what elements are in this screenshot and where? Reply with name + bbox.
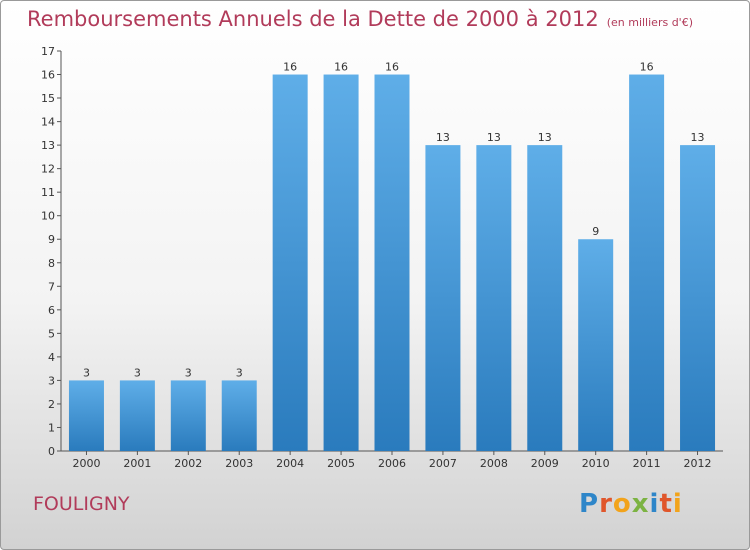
x-tick-label: 2000 <box>72 457 100 470</box>
bar <box>425 145 461 451</box>
logo-letter: t <box>659 489 673 519</box>
data-label: 16 <box>334 61 348 74</box>
y-tick-label: 4 <box>48 351 55 364</box>
bar <box>221 380 257 451</box>
logo-letter: i <box>672 489 683 519</box>
commune-name: FOULIGNY <box>33 493 130 515</box>
data-label: 13 <box>691 131 705 144</box>
y-tick-label: 10 <box>41 210 55 223</box>
y-tick-label: 6 <box>48 304 55 317</box>
chart-unit: (en milliers d'€) <box>606 16 693 29</box>
data-label: 9 <box>592 225 599 238</box>
bar <box>578 239 614 451</box>
x-tick-label: 2011 <box>633 457 661 470</box>
bar <box>119 380 155 451</box>
x-tick-label: 2009 <box>531 457 559 470</box>
x-tick-label: 2007 <box>429 457 457 470</box>
x-tick-label: 2001 <box>123 457 151 470</box>
logo-letter: o <box>612 489 632 519</box>
logo-letter: r <box>599 489 613 519</box>
bar <box>527 145 563 451</box>
data-label: 16 <box>385 61 399 74</box>
data-label: 16 <box>640 61 654 74</box>
bar <box>323 74 359 451</box>
x-tick-label: 2003 <box>225 457 253 470</box>
y-tick-label: 2 <box>48 398 55 411</box>
data-label: 3 <box>134 366 141 379</box>
bar <box>272 74 308 451</box>
y-tick-label: 9 <box>48 233 55 246</box>
proxiti-logo: Proxiti <box>579 489 683 519</box>
bar <box>374 74 410 451</box>
data-label: 3 <box>185 366 192 379</box>
x-tick-label: 2010 <box>582 457 610 470</box>
x-tick-label: 2002 <box>174 457 202 470</box>
y-tick-label: 0 <box>48 445 55 458</box>
y-tick-label: 12 <box>41 163 55 176</box>
bar <box>680 145 716 451</box>
y-tick-label: 3 <box>48 374 55 387</box>
bar <box>629 74 665 451</box>
data-label: 13 <box>436 131 450 144</box>
x-tick-label: 2012 <box>684 457 712 470</box>
data-label: 13 <box>538 131 552 144</box>
y-tick-label: 16 <box>41 69 55 82</box>
x-tick-label: 2005 <box>327 457 355 470</box>
y-tick-label: 13 <box>41 139 55 152</box>
y-tick-label: 8 <box>48 257 55 270</box>
y-tick-label: 15 <box>41 92 55 105</box>
y-tick-label: 11 <box>41 186 55 199</box>
x-tick-label: 2004 <box>276 457 304 470</box>
bar <box>170 380 206 451</box>
data-label: 3 <box>83 366 90 379</box>
logo-letter: i <box>649 489 660 519</box>
bar <box>476 145 512 451</box>
logo-letter: x <box>631 489 650 519</box>
y-tick-label: 17 <box>41 45 55 58</box>
logo-letter: P <box>579 489 600 519</box>
y-tick-label: 7 <box>48 280 55 293</box>
x-tick-label: 2008 <box>480 457 508 470</box>
data-label: 16 <box>283 61 297 74</box>
y-tick-label: 14 <box>41 116 55 129</box>
y-tick-label: 1 <box>48 421 55 434</box>
chart-title: Remboursements Annuels de la Dette de 20… <box>27 7 693 31</box>
x-tick-label: 2006 <box>378 457 406 470</box>
bar <box>68 380 104 451</box>
data-label: 13 <box>487 131 501 144</box>
y-tick-label: 5 <box>48 327 55 340</box>
data-label: 3 <box>236 366 243 379</box>
